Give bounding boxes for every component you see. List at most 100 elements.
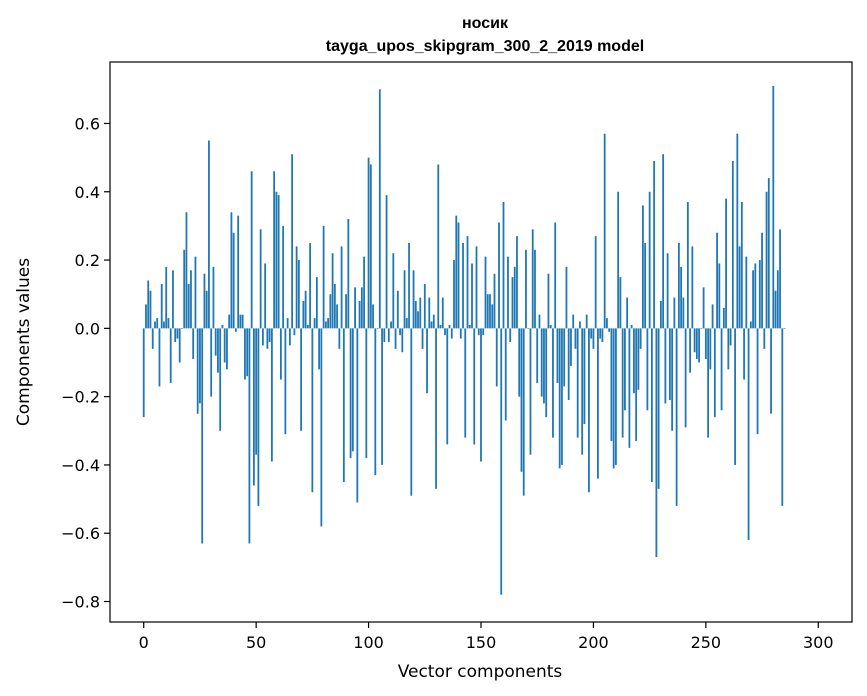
y-axis-ticks: −0.8 −0.6 −0.4 −0.2 0.0 0.2 0.4 0.6 bbox=[61, 114, 110, 612]
bar-124 bbox=[421, 328, 424, 349]
bar-0 bbox=[142, 328, 145, 418]
bar-213 bbox=[621, 328, 624, 438]
bar-209 bbox=[612, 328, 615, 469]
bar-269 bbox=[747, 328, 750, 541]
bar-143 bbox=[464, 328, 467, 438]
bar-172 bbox=[529, 328, 532, 455]
bar-238 bbox=[677, 242, 680, 329]
bar-261 bbox=[729, 328, 732, 346]
bar-226 bbox=[650, 328, 653, 482]
bar-263 bbox=[734, 328, 736, 465]
bar-232 bbox=[664, 328, 667, 404]
bar-160 bbox=[502, 202, 505, 329]
bar-241 bbox=[684, 328, 687, 428]
x-tick-label-0: 0 bbox=[139, 633, 149, 652]
bar-205 bbox=[603, 133, 606, 329]
bar-100 bbox=[367, 157, 370, 329]
bar-43 bbox=[239, 314, 242, 329]
y-tick-label-2: −0.4 bbox=[61, 456, 100, 475]
bar-17 bbox=[181, 328, 183, 329]
bar-153 bbox=[486, 294, 489, 329]
bar-234 bbox=[668, 328, 671, 401]
bar-127 bbox=[428, 297, 431, 329]
bar-99 bbox=[365, 328, 368, 459]
bar-196 bbox=[583, 328, 586, 424]
bar-248 bbox=[700, 328, 703, 329]
bar-56 bbox=[268, 328, 271, 342]
bar-182 bbox=[552, 328, 554, 438]
bar-13 bbox=[172, 270, 174, 329]
bar-150 bbox=[480, 328, 482, 462]
bar-61 bbox=[279, 328, 282, 380]
bar-180 bbox=[547, 273, 550, 329]
bar-190 bbox=[570, 328, 572, 366]
bar-280 bbox=[772, 85, 775, 329]
bar-122 bbox=[417, 311, 419, 329]
chart-title: носик bbox=[462, 15, 509, 32]
bar-177 bbox=[540, 328, 543, 397]
bar-115 bbox=[401, 328, 404, 353]
bar-188 bbox=[565, 266, 568, 329]
bar-230 bbox=[659, 301, 662, 329]
bar-53 bbox=[261, 328, 264, 346]
bar-162 bbox=[507, 256, 509, 329]
bar-277 bbox=[765, 191, 768, 329]
bar-16 bbox=[178, 328, 181, 363]
bar-67 bbox=[293, 328, 296, 336]
bar-125 bbox=[423, 283, 426, 329]
bar-228 bbox=[655, 328, 658, 558]
bar-103 bbox=[374, 328, 377, 476]
bar-94 bbox=[354, 287, 356, 329]
bar-272 bbox=[754, 263, 757, 329]
bar-210 bbox=[615, 328, 617, 465]
bar-275 bbox=[761, 232, 763, 329]
bar-65 bbox=[288, 328, 291, 346]
bar-42 bbox=[237, 215, 240, 329]
bar-19 bbox=[185, 212, 188, 329]
bar-90 bbox=[345, 294, 347, 329]
bar-101 bbox=[369, 164, 372, 329]
bar-251 bbox=[707, 328, 709, 438]
bar-123 bbox=[419, 297, 422, 329]
bar-138 bbox=[453, 260, 455, 329]
x-tick-label-150: 150 bbox=[466, 633, 497, 652]
bar-146 bbox=[471, 263, 473, 329]
bar-7 bbox=[158, 328, 161, 387]
bar-171 bbox=[527, 328, 530, 329]
bar-154 bbox=[489, 294, 491, 329]
bar-110 bbox=[390, 321, 392, 329]
x-axis-ticks: 0 50 100 150 200 250 300 bbox=[139, 622, 834, 652]
bar-246 bbox=[695, 328, 698, 360]
bar-170 bbox=[525, 249, 527, 329]
bar-271 bbox=[752, 270, 754, 329]
chart-subtitle: tayga_upos_skipgram_300_2_2019 model bbox=[326, 38, 644, 55]
bar-20 bbox=[187, 283, 190, 329]
bar-214 bbox=[624, 328, 626, 411]
bar-174 bbox=[534, 249, 536, 329]
bar-224 bbox=[646, 328, 649, 411]
bar-119 bbox=[410, 328, 413, 496]
bar-136 bbox=[448, 324, 451, 329]
bar-series bbox=[142, 85, 786, 595]
y-tick-label-4: 0.0 bbox=[75, 319, 100, 338]
bar-194 bbox=[579, 321, 581, 329]
bar-157 bbox=[495, 328, 498, 387]
bar-279 bbox=[770, 328, 772, 414]
bar-74 bbox=[309, 242, 312, 329]
bar-38 bbox=[228, 314, 231, 329]
bar-5 bbox=[154, 321, 156, 329]
bar-23 bbox=[194, 256, 197, 329]
bar-37 bbox=[226, 328, 228, 370]
bar-202 bbox=[597, 328, 599, 479]
x-tick-label-250: 250 bbox=[691, 633, 722, 652]
bar-48 bbox=[250, 171, 253, 329]
bar-4 bbox=[151, 328, 154, 349]
bar-93 bbox=[351, 328, 354, 452]
bar-173 bbox=[531, 229, 534, 329]
bar-57 bbox=[270, 328, 273, 462]
bar-273 bbox=[756, 328, 759, 435]
bar-158 bbox=[498, 222, 500, 329]
bar-33 bbox=[217, 328, 219, 373]
bar-18 bbox=[183, 249, 186, 329]
